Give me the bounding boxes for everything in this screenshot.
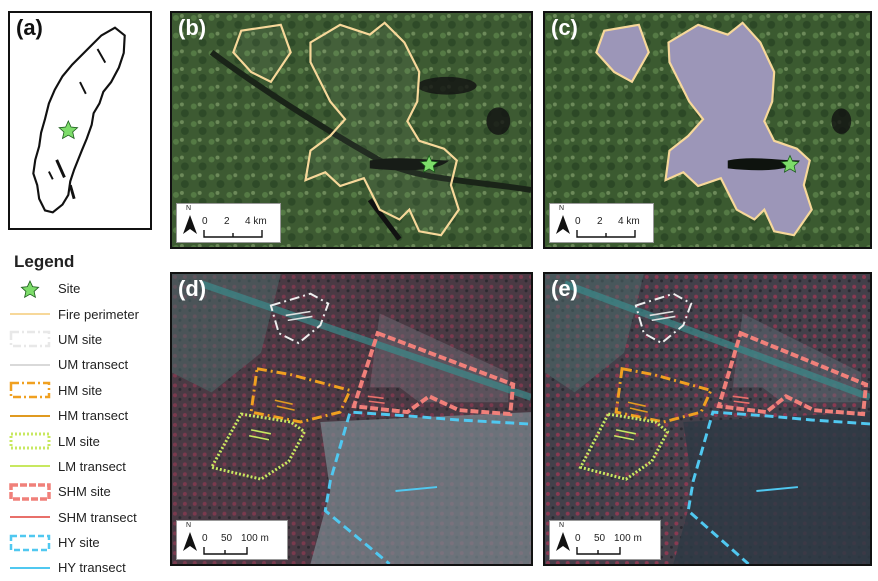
scale-tick-0: 0 xyxy=(575,533,581,544)
legend-item: SHM transect xyxy=(8,505,166,530)
scale-bar-b: N 0 2 4 km xyxy=(176,203,281,243)
north-arrow-icon xyxy=(183,215,197,234)
scale-tick-2: 100 m xyxy=(614,533,642,544)
legend-symbol-dotted-box xyxy=(9,432,51,450)
north-label: N xyxy=(186,522,192,529)
legend-item: HM site xyxy=(8,378,166,403)
legend-item-label: HY site xyxy=(58,535,100,551)
legend-item-label: SHM transect xyxy=(58,509,137,525)
panel-a-label: (a) xyxy=(16,15,43,40)
legend-item: HY site xyxy=(8,530,166,555)
lm-site-outline xyxy=(578,412,670,481)
burned-area xyxy=(595,21,813,237)
north-label: N xyxy=(186,205,192,212)
scale-bar-line xyxy=(203,230,263,238)
sweden-outline-map xyxy=(10,14,150,227)
legend-symbol-dashdot-box xyxy=(9,331,51,348)
scale-tick-0: 0 xyxy=(202,216,208,227)
scale-tick-1: 2 xyxy=(224,216,230,227)
scale-bar-line xyxy=(576,230,636,238)
legend-symbol-line xyxy=(10,566,50,569)
hy-site-outline xyxy=(686,410,870,564)
hm-site-outline xyxy=(249,366,353,424)
legend-symbol-double-box xyxy=(9,483,51,501)
hm-site-outline xyxy=(614,366,714,424)
panel-b-satellite-map: (b) N 0 2 4 km xyxy=(170,11,533,249)
legend-item-label: SHM site xyxy=(58,484,111,500)
north-arrow-icon xyxy=(556,215,570,234)
legend-item: Fire perimeter xyxy=(8,301,166,326)
scale-bar-line xyxy=(203,547,248,555)
legend-items: Site Fire perimeter UM site UM transect HM s… xyxy=(8,276,166,581)
legend-item-label: UM site xyxy=(58,331,103,347)
north-arrow-icon xyxy=(183,532,197,551)
legend-symbol-line xyxy=(10,516,50,519)
legend-item: LM transect xyxy=(8,454,166,479)
star-icon xyxy=(20,279,40,298)
legend-symbol-line xyxy=(10,414,50,417)
legend-symbol-line xyxy=(10,313,50,316)
scale-tick-1: 2 xyxy=(597,216,603,227)
site-star-marker-c xyxy=(780,154,800,173)
panel-b-label: (b) xyxy=(178,15,207,40)
um-site-outline xyxy=(634,292,693,345)
legend-item: Site xyxy=(8,276,166,301)
legend-item-label: HY transect xyxy=(58,560,126,576)
panel-d-imagery xyxy=(172,274,531,564)
legend-item-label: Fire perimeter xyxy=(58,306,139,322)
legend-item: SHM site xyxy=(8,479,166,504)
panel-a-overview-map: (a) xyxy=(8,11,152,230)
legend-item: UM site xyxy=(8,327,166,352)
um-site-outline xyxy=(269,292,330,345)
map-legend: Legend Site Fire perimeter UM site UM trans… xyxy=(8,252,166,581)
legend-item-label: LM transect xyxy=(58,458,126,474)
legend-item-label: LM site xyxy=(58,433,100,449)
scale-bar-e: N 0 50 100 m xyxy=(549,520,661,560)
lm-site-outline xyxy=(209,412,307,481)
north-label: N xyxy=(559,522,565,529)
fire-perimeter-outline xyxy=(232,21,461,237)
site-star-marker xyxy=(58,120,79,140)
panel-d-aerial-map: (d) N 0 50 100 m xyxy=(170,272,533,566)
legend-item-label: HM transect xyxy=(58,408,129,424)
hy-transect-line xyxy=(756,486,798,492)
scale-tick-2: 100 m xyxy=(241,533,269,544)
north-arrow-icon xyxy=(556,532,570,551)
shm-site-outline xyxy=(716,330,869,417)
legend-item: HY transect xyxy=(8,555,166,580)
scale-tick-1: 50 xyxy=(221,533,233,544)
scale-bar-d: N 0 50 100 m xyxy=(176,520,288,560)
legend-item: HM transect xyxy=(8,403,166,428)
panel-e-label: (e) xyxy=(551,276,578,301)
legend-item: LM site xyxy=(8,428,166,453)
legend-item-label: UM transect xyxy=(58,357,129,373)
legend-title: Legend xyxy=(14,252,75,271)
scale-tick-0: 0 xyxy=(575,216,581,227)
scale-tick-1: 50 xyxy=(594,533,606,544)
legend-symbol-dashdot-box xyxy=(9,382,51,399)
scale-tick-2: 4 km xyxy=(245,216,267,227)
panel-c-satellite-map: (c) N 0 2 4 km xyxy=(543,11,872,249)
scale-bar-c: N 0 2 4 km xyxy=(549,203,654,243)
shm-site-outline xyxy=(351,330,516,417)
legend-symbol-dashed-box xyxy=(9,534,51,551)
legend-item-label: HM site xyxy=(58,382,103,398)
panel-c-label: (c) xyxy=(551,15,578,40)
legend-symbol-line xyxy=(10,465,50,468)
hy-site-outline xyxy=(323,410,529,564)
north-label: N xyxy=(559,205,565,212)
scale-bar-line xyxy=(576,547,621,555)
legend-item: UM transect xyxy=(8,352,166,377)
site-star-marker-b xyxy=(419,154,439,173)
panel-d-label: (d) xyxy=(178,276,207,301)
hy-transect-line xyxy=(395,486,438,492)
scale-tick-0: 0 xyxy=(202,533,208,544)
legend-item-label: Site xyxy=(58,281,81,297)
legend-symbol-line xyxy=(10,363,50,366)
scale-tick-2: 4 km xyxy=(618,216,640,227)
panel-e-imagery xyxy=(545,274,870,564)
panel-e-aerial-map: (e) N 0 50 100 m xyxy=(543,272,872,566)
